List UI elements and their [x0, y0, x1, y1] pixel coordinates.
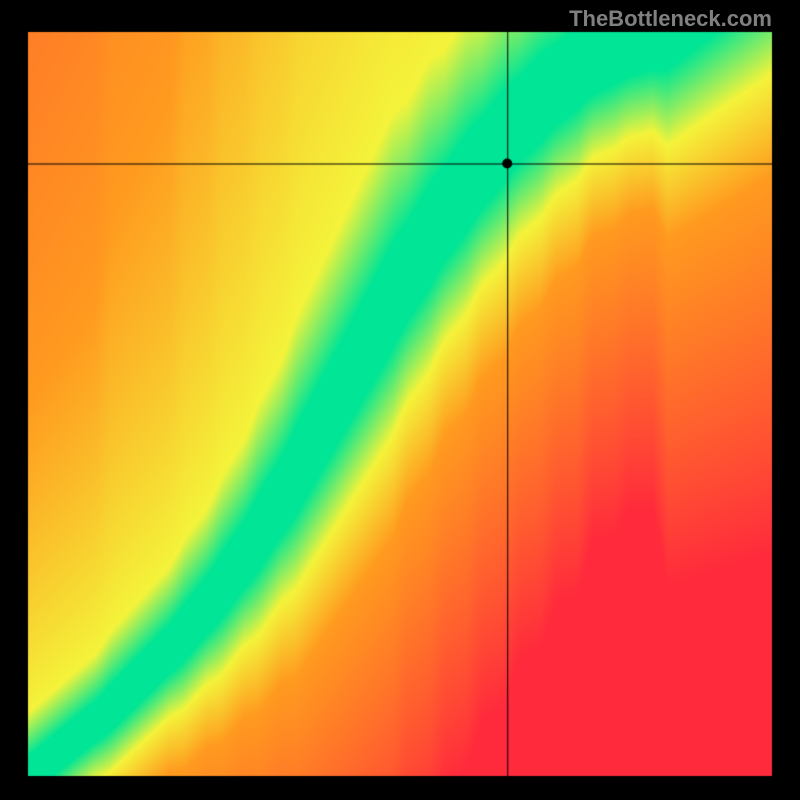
watermark-text: TheBottleneck.com: [569, 6, 772, 32]
heatmap-canvas: [0, 0, 800, 800]
